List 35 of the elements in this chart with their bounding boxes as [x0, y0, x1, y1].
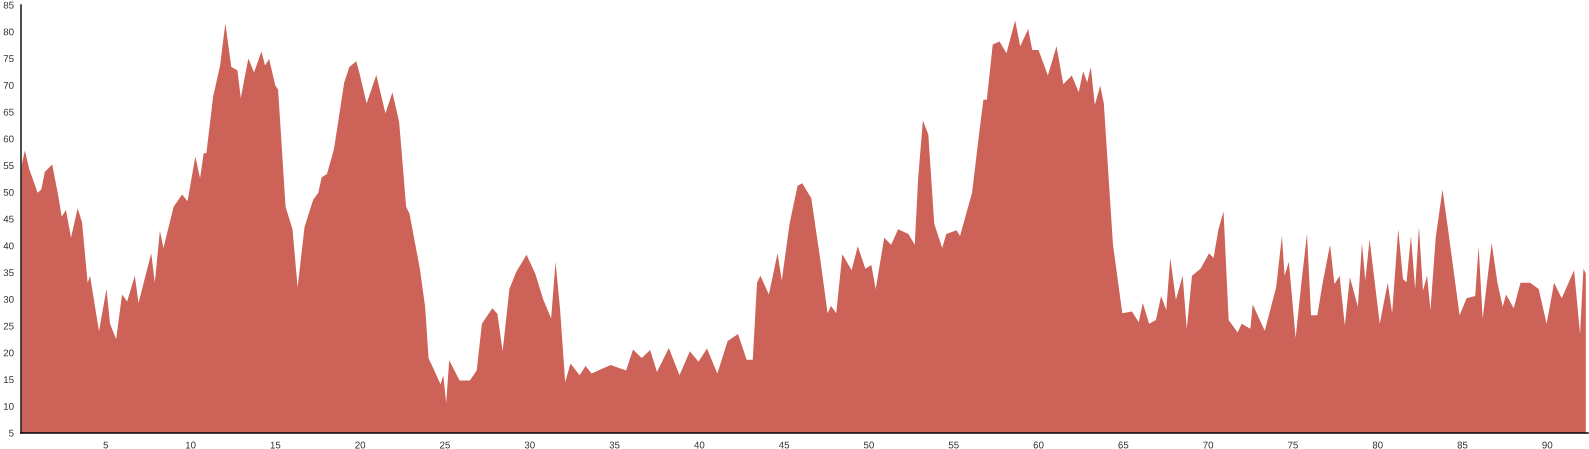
- y-tick-label: 50: [3, 188, 14, 196]
- y-tick-label: 10: [3, 402, 14, 410]
- x-tick-label: 45: [778, 441, 790, 449]
- x-tick-label: 65: [1118, 441, 1129, 449]
- y-tick-label: 15: [3, 376, 14, 384]
- x-tick-label: 25: [440, 441, 450, 449]
- y-tick-label: 45: [3, 215, 14, 223]
- x-tick-label: 5: [103, 441, 109, 449]
- y-tick-label: 75: [3, 55, 14, 63]
- x-tick-label: 70: [1203, 441, 1214, 449]
- y-tick-label: 60: [3, 135, 14, 143]
- x-tick-label: 75: [1288, 441, 1298, 449]
- y-tick-label: 40: [3, 242, 14, 250]
- y-tick-label: 65: [3, 108, 14, 116]
- y-tick-label: 55: [3, 162, 14, 170]
- x-tick-label: 30: [524, 441, 535, 449]
- x-tick-label: 15: [270, 441, 281, 449]
- x-tick-label: 55: [948, 441, 959, 449]
- x-tick-label: 90: [1542, 441, 1553, 449]
- x-tick-label: 40: [694, 441, 705, 449]
- y-tick-label: 70: [3, 81, 14, 89]
- x-tick-label: 60: [1033, 441, 1044, 449]
- x-tick-label: 80: [1372, 441, 1383, 449]
- y-tick-label: 25: [3, 322, 14, 330]
- x-tick-label: 35: [609, 441, 620, 449]
- x-tick-label: 50: [863, 441, 874, 449]
- y-tick-label: 30: [3, 295, 14, 303]
- x-tick-label: 85: [1457, 441, 1468, 449]
- y-tick-label: 20: [3, 349, 14, 357]
- y-tick-label: 85: [3, 1, 14, 9]
- x-tick-label: 10: [185, 441, 196, 449]
- y-tick-label: 80: [3, 28, 14, 36]
- y-tick-label: 5: [9, 429, 14, 437]
- x-tick-label: 20: [355, 441, 366, 449]
- y-tick-label: 35: [3, 269, 14, 277]
